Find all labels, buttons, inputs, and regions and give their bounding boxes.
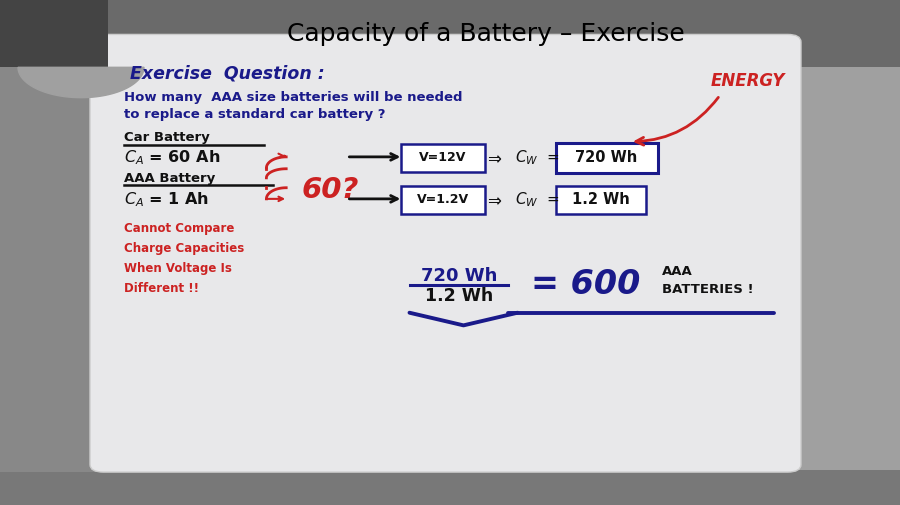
Text: 1.2 Wh: 1.2 Wh xyxy=(425,286,493,305)
FancyArrowPatch shape xyxy=(266,197,283,201)
Polygon shape xyxy=(0,0,108,68)
Text: Cannot Compare
Charge Capacities
When Voltage Is
Different !!: Cannot Compare Charge Capacities When Vo… xyxy=(124,221,245,294)
Text: Car Battery: Car Battery xyxy=(124,131,210,144)
Text: $C_W$  =: $C_W$ = xyxy=(515,148,559,167)
FancyBboxPatch shape xyxy=(556,143,658,174)
Polygon shape xyxy=(18,68,144,98)
Text: V=1.2V: V=1.2V xyxy=(417,193,469,206)
Text: $\Rightarrow$: $\Rightarrow$ xyxy=(484,190,502,209)
Text: $\Rightarrow$: $\Rightarrow$ xyxy=(484,148,502,167)
Text: 720 Wh: 720 Wh xyxy=(421,266,497,284)
FancyArrowPatch shape xyxy=(636,98,718,146)
Text: ENERGY: ENERGY xyxy=(711,72,786,90)
FancyBboxPatch shape xyxy=(0,30,104,472)
Text: How many  AAA size batteries will be needed: How many AAA size batteries will be need… xyxy=(124,90,463,104)
FancyBboxPatch shape xyxy=(401,145,485,172)
Text: $C_A$ = 60 Ah: $C_A$ = 60 Ah xyxy=(124,148,220,167)
FancyBboxPatch shape xyxy=(0,0,900,68)
Text: 1.2 Wh: 1.2 Wh xyxy=(572,192,630,207)
FancyBboxPatch shape xyxy=(90,35,801,472)
Text: Capacity of a Battery – Exercise: Capacity of a Battery – Exercise xyxy=(287,22,685,46)
Text: 60?: 60? xyxy=(302,175,359,204)
FancyBboxPatch shape xyxy=(0,470,900,505)
Text: AAA
BATTERIES !: AAA BATTERIES ! xyxy=(662,265,753,296)
Text: AAA Battery: AAA Battery xyxy=(124,171,215,184)
Text: 720 Wh: 720 Wh xyxy=(575,150,638,165)
Text: to replace a standard car battery ?: to replace a standard car battery ? xyxy=(124,108,386,121)
FancyBboxPatch shape xyxy=(401,187,485,214)
FancyBboxPatch shape xyxy=(556,186,646,215)
Text: = 600: = 600 xyxy=(531,267,641,300)
Text: $C_A$ = 1 Ah: $C_A$ = 1 Ah xyxy=(124,190,210,209)
Text: Exercise  Question :: Exercise Question : xyxy=(130,64,325,82)
Text: V=12V: V=12V xyxy=(419,151,466,164)
FancyArrowPatch shape xyxy=(278,155,284,159)
Text: $C_W$  =: $C_W$ = xyxy=(515,190,559,209)
